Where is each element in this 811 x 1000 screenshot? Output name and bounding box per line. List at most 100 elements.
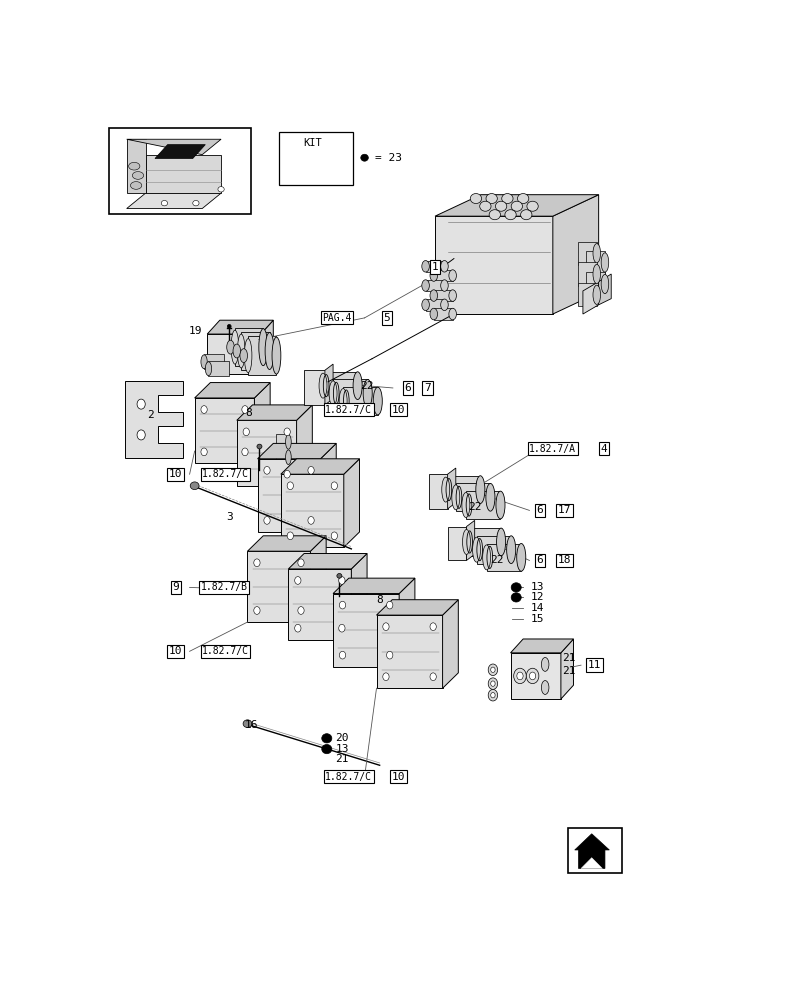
Text: 16: 16 [245, 720, 258, 730]
Polygon shape [127, 193, 221, 209]
Ellipse shape [448, 290, 456, 301]
Polygon shape [598, 274, 611, 305]
Ellipse shape [526, 668, 539, 684]
Text: 21: 21 [561, 653, 575, 663]
Ellipse shape [331, 532, 337, 540]
Polygon shape [466, 528, 500, 556]
Ellipse shape [294, 577, 301, 584]
Polygon shape [425, 280, 444, 291]
Polygon shape [399, 578, 414, 667]
Ellipse shape [200, 406, 207, 413]
Polygon shape [288, 554, 367, 569]
Ellipse shape [440, 280, 448, 291]
Text: 1.82.7/B: 1.82.7/B [200, 582, 247, 592]
Text: 6: 6 [536, 505, 543, 515]
Polygon shape [433, 270, 452, 281]
Ellipse shape [495, 201, 506, 211]
Text: 21: 21 [561, 666, 575, 676]
Polygon shape [510, 653, 560, 699]
Text: 22: 22 [360, 381, 373, 391]
Polygon shape [486, 544, 521, 571]
Polygon shape [433, 308, 452, 320]
Ellipse shape [490, 681, 495, 686]
Ellipse shape [482, 545, 490, 570]
Ellipse shape [256, 444, 262, 449]
Polygon shape [577, 262, 596, 286]
Ellipse shape [487, 664, 497, 676]
Ellipse shape [161, 200, 167, 206]
Polygon shape [195, 383, 270, 398]
Ellipse shape [319, 373, 327, 398]
Ellipse shape [287, 482, 293, 490]
Polygon shape [442, 600, 457, 688]
Ellipse shape [386, 601, 393, 609]
Ellipse shape [285, 450, 291, 465]
Text: 20: 20 [335, 733, 349, 743]
Text: 8: 8 [245, 408, 252, 418]
Ellipse shape [470, 194, 481, 204]
Ellipse shape [240, 349, 247, 363]
Polygon shape [581, 858, 602, 868]
Ellipse shape [237, 334, 245, 368]
Polygon shape [445, 476, 480, 503]
Polygon shape [237, 405, 312, 420]
Ellipse shape [285, 435, 291, 449]
Ellipse shape [448, 270, 456, 281]
Ellipse shape [192, 200, 199, 206]
Text: 10: 10 [391, 405, 405, 415]
Ellipse shape [490, 667, 495, 672]
Ellipse shape [307, 517, 314, 524]
Ellipse shape [441, 477, 449, 502]
Ellipse shape [440, 261, 448, 272]
Text: 1.82.7/C: 1.82.7/C [202, 469, 249, 479]
Polygon shape [435, 195, 598, 216]
Ellipse shape [526, 201, 538, 211]
Polygon shape [237, 420, 296, 486]
Polygon shape [204, 354, 224, 369]
Text: 7: 7 [423, 383, 431, 393]
Text: 4: 4 [599, 444, 607, 454]
Polygon shape [276, 450, 288, 465]
Ellipse shape [516, 544, 526, 571]
Ellipse shape [339, 601, 345, 609]
Ellipse shape [430, 623, 436, 631]
Ellipse shape [298, 559, 304, 567]
Ellipse shape [496, 491, 504, 519]
Ellipse shape [486, 194, 496, 204]
Ellipse shape [242, 720, 251, 728]
Polygon shape [586, 251, 604, 274]
Text: 10: 10 [169, 469, 182, 479]
Ellipse shape [254, 607, 260, 614]
Text: 6: 6 [404, 383, 411, 393]
Text: 17: 17 [557, 505, 571, 515]
Bar [568, 828, 621, 873]
Polygon shape [447, 527, 466, 560]
Polygon shape [125, 381, 183, 458]
Ellipse shape [461, 493, 470, 517]
Ellipse shape [451, 485, 459, 510]
Ellipse shape [284, 428, 290, 436]
Ellipse shape [475, 476, 484, 503]
Ellipse shape [600, 253, 608, 272]
Polygon shape [333, 379, 367, 407]
Ellipse shape [529, 672, 535, 680]
Ellipse shape [287, 532, 293, 540]
Ellipse shape [200, 355, 207, 369]
Ellipse shape [259, 329, 268, 366]
Ellipse shape [386, 651, 393, 659]
Ellipse shape [231, 330, 238, 364]
Ellipse shape [541, 681, 548, 694]
Polygon shape [296, 132, 328, 148]
Text: 1.82.7/A: 1.82.7/A [529, 444, 576, 454]
Text: 11: 11 [587, 660, 601, 670]
Ellipse shape [337, 574, 341, 578]
Polygon shape [552, 195, 598, 314]
Text: 8: 8 [375, 595, 382, 605]
Text: 13: 13 [335, 744, 349, 754]
Polygon shape [376, 600, 457, 615]
Polygon shape [155, 145, 205, 158]
Text: 18: 18 [557, 555, 571, 565]
Polygon shape [425, 261, 444, 272]
Text: 10: 10 [391, 772, 405, 782]
Text: KIT: KIT [303, 138, 321, 148]
